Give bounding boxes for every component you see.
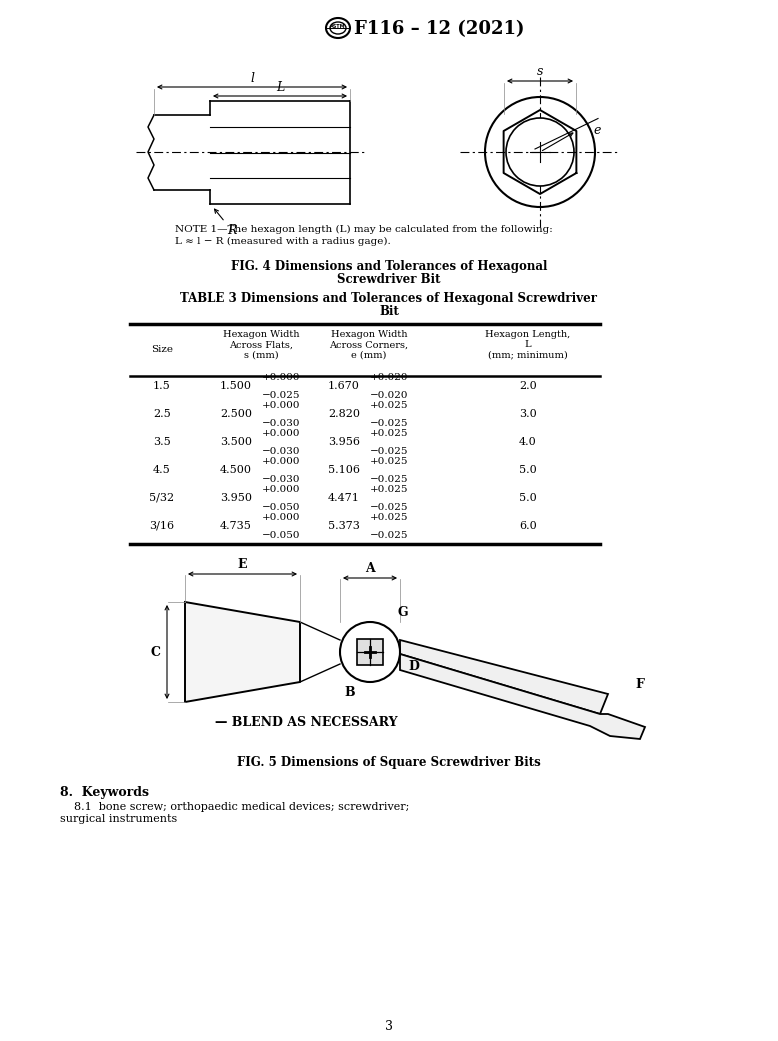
Polygon shape <box>185 602 300 702</box>
Text: 5.106: 5.106 <box>328 464 360 475</box>
Text: F: F <box>635 678 644 690</box>
Text: −0.025: −0.025 <box>370 503 408 512</box>
Circle shape <box>340 623 400 682</box>
Text: 1.500: 1.500 <box>220 381 252 390</box>
Text: l: l <box>250 72 254 85</box>
Circle shape <box>485 97 595 207</box>
Text: 1.5: 1.5 <box>153 381 171 390</box>
Text: surgical instruments: surgical instruments <box>60 814 177 824</box>
Text: 8.  Keywords: 8. Keywords <box>60 786 149 799</box>
Text: A: A <box>365 562 375 575</box>
Text: +0.025: +0.025 <box>370 513 408 522</box>
Text: 6.0: 6.0 <box>519 520 537 531</box>
Text: F116 – 12 (2021): F116 – 12 (2021) <box>354 20 524 39</box>
Text: +0.000: +0.000 <box>262 373 300 382</box>
Text: C: C <box>151 645 161 659</box>
Text: L: L <box>276 81 284 94</box>
Text: 2.5: 2.5 <box>153 409 171 418</box>
Text: +0.000: +0.000 <box>262 485 300 493</box>
Text: +0.000: +0.000 <box>262 457 300 465</box>
Text: −0.025: −0.025 <box>370 418 408 428</box>
Text: +0.025: +0.025 <box>370 401 408 410</box>
Text: FIG. 5 Dimensions of Square Screwdriver Bits: FIG. 5 Dimensions of Square Screwdriver … <box>237 756 541 769</box>
Text: 4.471: 4.471 <box>328 492 360 503</box>
Text: 1.670: 1.670 <box>328 381 360 390</box>
Polygon shape <box>400 640 608 714</box>
Text: Hexagon Length,
L
(mm; minimum): Hexagon Length, L (mm; minimum) <box>485 330 570 360</box>
Text: 2.500: 2.500 <box>220 409 252 418</box>
Text: −0.030: −0.030 <box>262 475 300 484</box>
Text: s: s <box>537 65 543 78</box>
Polygon shape <box>357 639 383 665</box>
Text: −0.025: −0.025 <box>370 475 408 484</box>
Text: +0.020: +0.020 <box>370 373 408 382</box>
Text: +0.025: +0.025 <box>370 457 408 465</box>
Text: e: e <box>593 124 601 136</box>
Text: NOTE 1—The hexagon length (L) may be calculated from the following:: NOTE 1—The hexagon length (L) may be cal… <box>175 225 552 234</box>
Text: 3.0: 3.0 <box>519 409 537 418</box>
Text: Screwdriver Bit: Screwdriver Bit <box>337 273 441 286</box>
Text: 2.0: 2.0 <box>519 381 537 390</box>
Text: +0.000: +0.000 <box>262 401 300 410</box>
Text: 4.5: 4.5 <box>153 464 171 475</box>
Text: −0.025: −0.025 <box>370 531 408 540</box>
Text: 3.950: 3.950 <box>220 492 252 503</box>
Text: ASTM: ASTM <box>330 24 345 29</box>
Polygon shape <box>400 654 645 739</box>
Text: −0.050: −0.050 <box>262 531 300 540</box>
Text: 5.0: 5.0 <box>519 464 537 475</box>
Text: Hexagon Width
Across Flats,
s (mm): Hexagon Width Across Flats, s (mm) <box>223 330 300 360</box>
Text: −0.020: −0.020 <box>370 390 408 400</box>
Text: +0.000: +0.000 <box>262 513 300 522</box>
Text: E: E <box>238 558 247 572</box>
Text: 3/16: 3/16 <box>149 520 174 531</box>
Text: Size: Size <box>151 346 173 355</box>
Text: 5.0: 5.0 <box>519 492 537 503</box>
Text: 3.956: 3.956 <box>328 437 360 447</box>
Text: 4.0: 4.0 <box>519 437 537 447</box>
Text: G: G <box>398 606 408 619</box>
Text: 3.5: 3.5 <box>153 437 171 447</box>
Text: 4.735: 4.735 <box>220 520 252 531</box>
Text: 4.500: 4.500 <box>220 464 252 475</box>
Text: — BLEND AS NECESSARY: — BLEND AS NECESSARY <box>215 715 398 729</box>
Text: 5.373: 5.373 <box>328 520 360 531</box>
Text: +0.000: +0.000 <box>262 429 300 438</box>
Text: +0.025: +0.025 <box>370 485 408 493</box>
Text: D: D <box>408 660 419 672</box>
Text: −0.025: −0.025 <box>262 390 300 400</box>
Text: −0.050: −0.050 <box>262 503 300 512</box>
Text: TABLE 3 Dimensions and Tolerances of Hexagonal Screwdriver: TABLE 3 Dimensions and Tolerances of Hex… <box>180 291 598 305</box>
Text: 2.820: 2.820 <box>328 409 360 418</box>
Text: 3: 3 <box>385 1020 393 1033</box>
Text: 5/32: 5/32 <box>149 492 174 503</box>
Text: −0.025: −0.025 <box>370 447 408 456</box>
Text: L ≈ l − R (measured with a radius gage).: L ≈ l − R (measured with a radius gage). <box>175 237 391 246</box>
Text: Hexagon Width
Across Corners,
e (mm): Hexagon Width Across Corners, e (mm) <box>329 330 408 360</box>
Text: Bit: Bit <box>379 305 399 318</box>
Text: R: R <box>227 224 237 237</box>
Text: 3.500: 3.500 <box>220 437 252 447</box>
Text: −0.030: −0.030 <box>262 418 300 428</box>
Text: 8.1  bone screw; orthopaedic medical devices; screwdriver;: 8.1 bone screw; orthopaedic medical devi… <box>60 802 409 812</box>
Text: −0.030: −0.030 <box>262 447 300 456</box>
Text: B: B <box>345 686 355 699</box>
Circle shape <box>506 118 574 186</box>
Text: FIG. 4 Dimensions and Tolerances of Hexagonal: FIG. 4 Dimensions and Tolerances of Hexa… <box>231 260 547 273</box>
Text: +0.025: +0.025 <box>370 429 408 438</box>
